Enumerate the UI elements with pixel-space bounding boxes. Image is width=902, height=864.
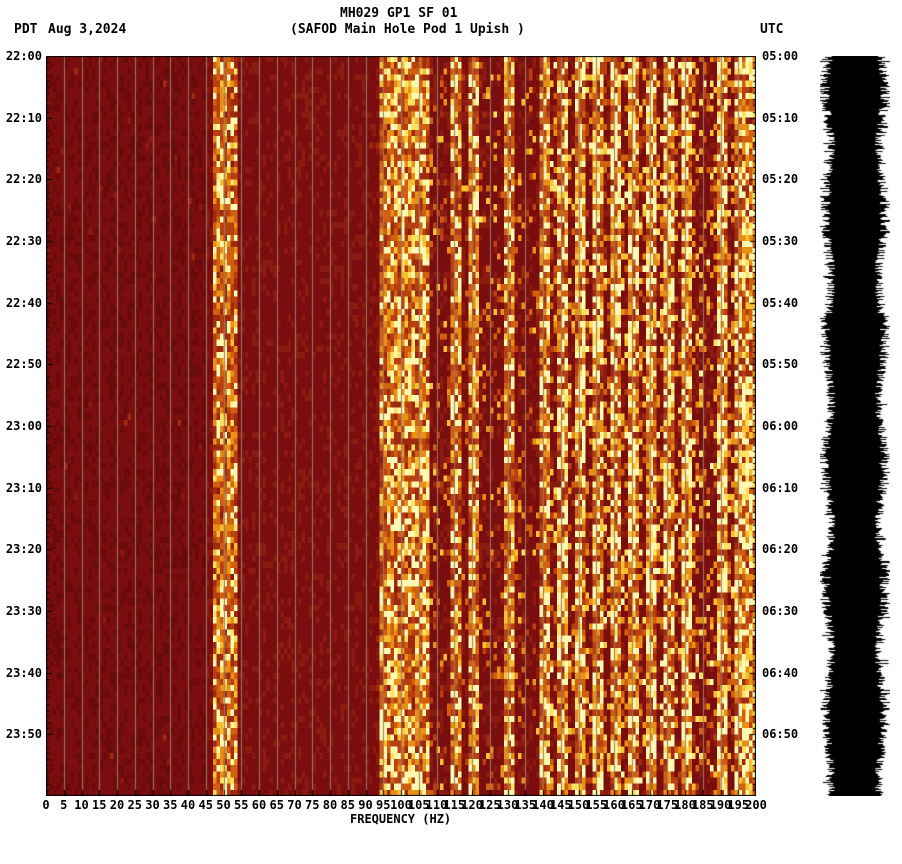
x-tick: 0	[42, 798, 49, 812]
waveform-canvas	[820, 56, 890, 796]
x-tick: 60	[252, 798, 266, 812]
x-tick: 40	[181, 798, 195, 812]
x-tick: 65	[270, 798, 284, 812]
y-right-tick: 05:40	[762, 296, 798, 310]
y-left-tick: 22:20	[6, 172, 42, 186]
y-right-tick: 06:40	[762, 666, 798, 680]
x-tick: 90	[358, 798, 372, 812]
x-tick: 25	[128, 798, 142, 812]
y-right-tick: 05:20	[762, 172, 798, 186]
x-tick: 10	[74, 798, 88, 812]
y-right-tick: 05:00	[762, 49, 798, 63]
x-tick: 30	[145, 798, 159, 812]
y-right-tick: 05:30	[762, 234, 798, 248]
x-tick: 55	[234, 798, 248, 812]
grid-overlay	[46, 56, 756, 796]
x-tick: 45	[199, 798, 213, 812]
x-tick: 70	[287, 798, 301, 812]
y-left-tick: 22:50	[6, 357, 42, 371]
x-tick: 80	[323, 798, 337, 812]
x-tick: 75	[305, 798, 319, 812]
spectrogram-plot	[46, 56, 756, 796]
y-right-tick: 06:10	[762, 481, 798, 495]
title-line-2: (SAFOD Main Hole Pod 1 Upish )	[290, 22, 525, 37]
y-right-tick: 06:30	[762, 604, 798, 618]
y-right-tick: 05:10	[762, 111, 798, 125]
y-left-tick: 23:00	[6, 419, 42, 433]
x-axis-label: FREQUENCY (HZ)	[350, 812, 451, 826]
x-tick: 200	[745, 798, 767, 812]
x-tick: 15	[92, 798, 106, 812]
y-right-tick: 06:20	[762, 542, 798, 556]
y-right-tick: 05:50	[762, 357, 798, 371]
x-tick: 95	[376, 798, 390, 812]
date-label: Aug 3,2024	[48, 22, 126, 37]
tz-left: PDT	[14, 22, 37, 37]
y-left-tick: 23:20	[6, 542, 42, 556]
tz-right: UTC	[760, 22, 783, 37]
title-line-1: MH029 GP1 SF 01	[340, 6, 457, 21]
y-left-tick: 22:30	[6, 234, 42, 248]
waveform-panel	[820, 56, 890, 796]
y-left-tick: 23:10	[6, 481, 42, 495]
y-right-tick: 06:50	[762, 727, 798, 741]
y-left-tick: 23:40	[6, 666, 42, 680]
y-left-tick: 23:50	[6, 727, 42, 741]
x-tick: 20	[110, 798, 124, 812]
y-left-tick: 22:40	[6, 296, 42, 310]
y-right-tick: 06:00	[762, 419, 798, 433]
y-left-tick: 22:00	[6, 49, 42, 63]
y-left-tick: 23:30	[6, 604, 42, 618]
x-tick: 85	[341, 798, 355, 812]
x-tick: 35	[163, 798, 177, 812]
x-tick: 5	[60, 798, 67, 812]
x-tick: 50	[216, 798, 230, 812]
y-left-tick: 22:10	[6, 111, 42, 125]
